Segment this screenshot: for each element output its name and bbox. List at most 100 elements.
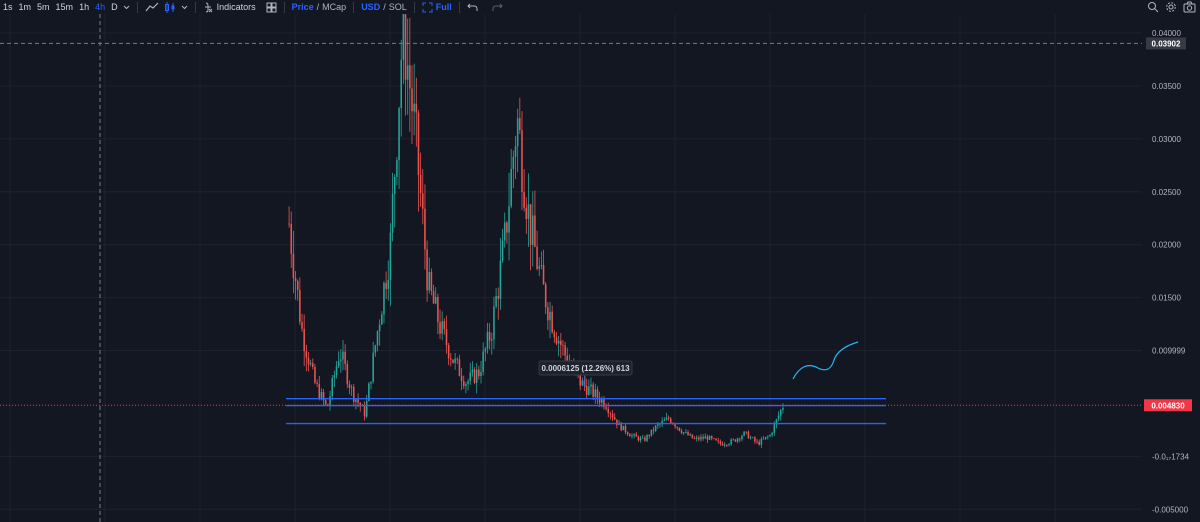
candle-body (296, 281, 299, 291)
candle-body (365, 401, 368, 417)
timeframe-15m[interactable]: 15m (55, 2, 74, 12)
currency-toggle[interactable]: USD / SOL (359, 2, 409, 12)
candle-body (613, 417, 616, 420)
candle-body (389, 232, 392, 281)
candle-body (467, 380, 469, 385)
undo-button[interactable] (465, 2, 480, 12)
candle-body (322, 391, 325, 401)
candle-body (387, 280, 390, 289)
zoom-icon[interactable] (1147, 1, 1159, 13)
candle-body (370, 381, 372, 384)
toolbar-divider (283, 1, 285, 13)
candle-body (499, 260, 502, 299)
undo-icon (467, 3, 478, 11)
timeframe-d[interactable]: D (111, 2, 118, 12)
candle-body (445, 329, 448, 346)
candle-body (335, 366, 338, 376)
candle-body (650, 429, 653, 436)
candle-body (352, 386, 355, 402)
candle-body (441, 321, 443, 334)
chevron-down-icon (123, 5, 129, 9)
candle-body (437, 297, 439, 323)
candle-body (404, 0, 407, 80)
candle-body (385, 283, 387, 289)
candle-body (691, 434, 694, 439)
measure-tool[interactable]: 0.0006125 (12.26%) 613 (538, 360, 633, 387)
layouts-button[interactable] (264, 2, 279, 13)
timeframe-menu[interactable] (121, 4, 132, 11)
candle-body (303, 328, 305, 352)
candle-body (629, 434, 631, 437)
gear-icon[interactable] (1165, 1, 1177, 13)
candle-body (779, 409, 782, 416)
usd-option[interactable]: USD (361, 2, 381, 12)
line-chart-icon (145, 2, 159, 12)
full-button[interactable]: Full (420, 2, 454, 13)
timeframe-1h[interactable]: 1h (79, 2, 90, 12)
redo-icon (492, 3, 503, 11)
candle-body (560, 340, 562, 345)
candle-body (288, 223, 290, 225)
price-mcap-separator: / (316, 2, 320, 12)
candle-body (637, 436, 640, 441)
camera-icon[interactable] (1183, 1, 1196, 13)
candle-body (654, 425, 657, 431)
candle-body (434, 297, 437, 304)
timeframe-4h[interactable]: 4h (95, 2, 106, 12)
chart-type-candles-button[interactable] (161, 1, 179, 13)
candle-body (633, 434, 635, 436)
layouts-icon (266, 2, 277, 12)
candle-body (646, 435, 648, 441)
chart-type-menu[interactable] (179, 4, 190, 11)
candle-body (670, 418, 672, 423)
mcap-option[interactable]: MCap (322, 2, 347, 12)
y-tick-label: 0.03000 (1152, 135, 1181, 144)
timeframe-1m[interactable]: 1m (18, 2, 32, 12)
candle-body (659, 423, 661, 425)
candle-body (478, 369, 480, 377)
candle-body (516, 118, 519, 147)
indicators-button[interactable]: Indicators (201, 2, 258, 13)
candle-body (773, 424, 776, 433)
sol-option[interactable]: SOL (388, 2, 407, 12)
candle-body (368, 383, 370, 402)
candle-body (357, 399, 359, 403)
candle-body (400, 59, 402, 109)
timeframe-1s[interactable]: 1s (3, 2, 13, 12)
crosshair-price-label: 0.03902 (1152, 39, 1181, 48)
projection-curve[interactable] (792, 341, 859, 380)
candle-body (695, 437, 698, 439)
indicators-icon (204, 2, 212, 12)
candle-body (497, 296, 500, 299)
candle-body (719, 441, 722, 444)
candle-body (605, 406, 607, 409)
candle-body (596, 389, 599, 398)
y-axis-labels: 0.04000 0.03500 0.03000 0.02500 0.02000 0.015… (1152, 29, 1190, 514)
y-tick-label: -0.0₁₇1734 (1152, 452, 1190, 461)
candle-body (736, 438, 739, 442)
candle-body (760, 438, 763, 445)
candle-body (756, 441, 758, 443)
candle-body (443, 321, 446, 330)
candle-body (337, 361, 340, 367)
full-label: Full (435, 2, 452, 12)
candle-body (458, 359, 461, 376)
chart-type-line-button[interactable] (143, 2, 161, 12)
price-option[interactable]: Price (291, 2, 314, 12)
redo-button[interactable] (490, 2, 505, 12)
candle-body (747, 431, 750, 439)
price-axis[interactable] (1142, 14, 1200, 522)
candle-body (611, 413, 614, 418)
candle-body (607, 408, 610, 414)
candle-body (557, 340, 560, 344)
currency-separator: / (383, 2, 386, 12)
candle-body (678, 427, 681, 431)
candle-body (620, 422, 622, 431)
measure-label: 0.0006125 (12.26%) 613 (541, 364, 630, 373)
price-mcap-toggle[interactable]: Price / MCap (290, 2, 349, 12)
candle-body (413, 103, 415, 112)
candle-body (665, 417, 668, 420)
timeframe-5m[interactable]: 5m (37, 2, 50, 12)
chart-toolbar: 1s 1m 5m 15m 1h 4h D Indicators Price / … (0, 0, 1200, 14)
